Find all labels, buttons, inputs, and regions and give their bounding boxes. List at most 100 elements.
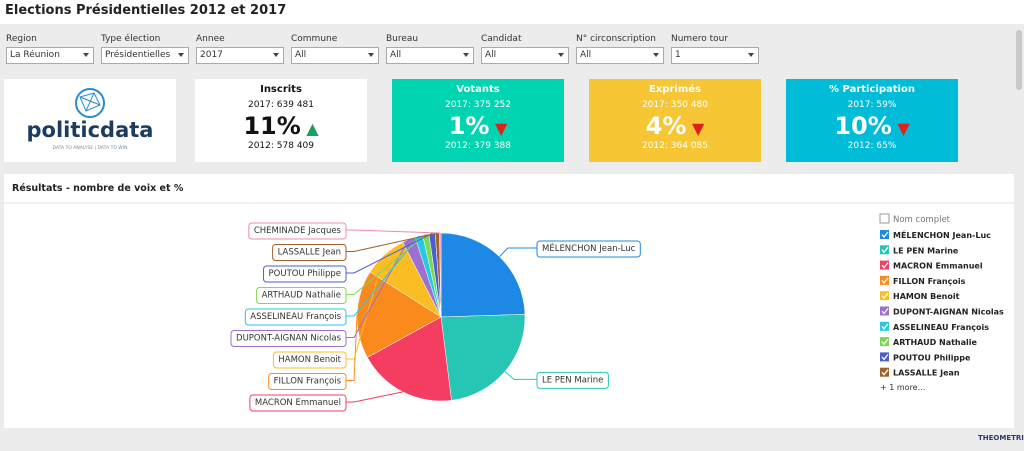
legend-item[interactable]: FILLON François [880,275,966,286]
slice-label-box [268,373,347,390]
check [881,231,889,239]
check [881,353,889,361]
dropdown[interactable]: All [291,47,379,64]
legend-item[interactable]: MACRON Emmanuel [880,260,983,271]
check [881,369,889,376]
legend-more[interactable]: + 1 more... [880,383,925,392]
kpi-current: 2017: 59% [847,100,897,110]
legend-swatch [880,337,889,347]
filter: N° circonscription All [576,34,664,64]
legend-swatch [880,230,889,239]
filter-label: Numero tour [671,34,729,44]
slice-label: MACRON Emmanuel [255,398,341,408]
check [881,292,889,300]
dropdown[interactable]: Présidentielles [101,47,189,64]
scrollbar[interactable] [1016,30,1022,90]
legend-header-box [879,213,890,224]
slice-label-box [272,244,347,261]
legend-item[interactable]: ASSELINEAU François [880,321,989,332]
legend-swatch [880,367,889,377]
dropdown[interactable]: All [576,47,664,64]
slice-label: LASSALLE Jean [278,248,341,258]
leader-line [346,391,403,403]
legend-label: POUTOU Philippe [893,353,971,362]
legend-label: FILLON François [893,277,966,286]
slice-label: POUTOU Philippe [269,269,341,279]
dropdown[interactable]: All [386,47,474,64]
leader-line [346,229,441,234]
slice-label: ARTHAUD Nathalie [262,291,341,301]
dropdown[interactable]: All [481,47,569,64]
trend-arrow: ▼ [891,119,910,138]
logo-icon [79,92,101,112]
check [881,277,889,284]
kpi-change: 1% [448,112,490,140]
filter: Candidat All [481,34,569,64]
slice-label-box [230,330,347,347]
legend-item[interactable]: HAMON Benoit [880,291,960,301]
kpi-change-row: 1% ▼ [392,112,564,140]
check [881,323,889,330]
kpi-previous: 2012: 578 409 [247,141,314,151]
pie-slice [440,232,526,318]
check [881,262,889,269]
pie-slice [440,314,526,401]
legend-label: LASSALLE Jean [893,369,960,378]
leader-line [499,247,537,258]
filter-label: Bureau [386,34,419,44]
slice-label: CHEMINADE Jacques [254,226,342,236]
legend-swatch [880,245,889,255]
kpi-card: % Participation 2017: 59% 10% ▼ 2012: 65% [786,79,958,162]
slice-label: LE PEN Marine [542,375,603,385]
filter-label: N° circonscription [576,34,656,44]
slice-label-box [272,351,347,369]
kpi-change-row: 11% ▲ [195,112,367,140]
legend-swatch [880,260,889,270]
legend-item[interactable]: MÉLENCHON Jean-Luc [880,229,991,240]
slice-label: MÉLENCHON Jean-Luc [542,242,636,254]
filter-label: Annee [196,34,225,44]
slice-label-box [248,222,347,240]
dropdown[interactable]: 2017 [196,47,284,64]
logo: politicdata DATA TO ANALYSE | DATA TO WI… [4,79,176,162]
slice-label-box [249,394,347,412]
kpi-previous: 2012: 364 085 [641,141,708,151]
legend-item[interactable]: DUPONT-AIGNAN Nicolas [880,306,1004,317]
legend-swatch [880,321,889,331]
dropdown[interactable]: La Réunion [6,47,94,64]
chart-panel: Résultats - nombre de voix et % MÉLENCHO… [4,174,1014,428]
slice-label: ASSELINEAU François [250,312,341,322]
kpi-title: % Participation [829,84,915,95]
filter: Bureau All [386,34,474,64]
filter: Commune All [291,34,379,64]
legend-item[interactable]: POUTOU Philippe [880,352,971,362]
trend-arrow: ▼ [489,119,508,138]
filter-label: Region [6,34,37,44]
slice-label-box [536,240,641,258]
slice-label: FILLON François [274,377,342,387]
legend-item[interactable]: LASSALLE Jean [880,367,960,378]
legend-item[interactable]: ARTHAUD Nathalie [880,337,978,347]
kpi-card: Inscrits 2017: 639 481 11% ▲ 2012: 578 409 [195,79,367,162]
legend-label: MACRON Emmanuel [893,262,983,271]
kpi-change-row: 10% ▼ [786,112,958,140]
kpi-previous: 2012: 65% [847,141,897,151]
kpi-card: Votants 2017: 375 252 1% ▼ 2012: 379 388 [392,79,564,162]
kpi-change-row: 4% ▼ [589,112,761,140]
slice-label: HAMON Benoit [278,355,341,365]
legend-item[interactable]: LE PEN Marine [880,245,959,255]
leader-line [346,234,427,295]
trend-arrow: ▼ [686,119,705,138]
legend-label: HAMON Benoit [893,292,960,301]
kpi-previous: 2012: 379 388 [444,141,511,151]
trend-arrow: ▲ [300,119,319,138]
filter-label: Type élection [101,34,161,44]
kpi-title: Exprimés [649,84,701,95]
dropdown[interactable]: 1 [671,47,759,64]
leader-line [346,254,385,360]
filter-label: Candidat [481,34,522,44]
leader-line [346,314,358,381]
legend-title: Nom complet [893,215,951,225]
legend-label: ASSELINEAU François [893,323,989,332]
